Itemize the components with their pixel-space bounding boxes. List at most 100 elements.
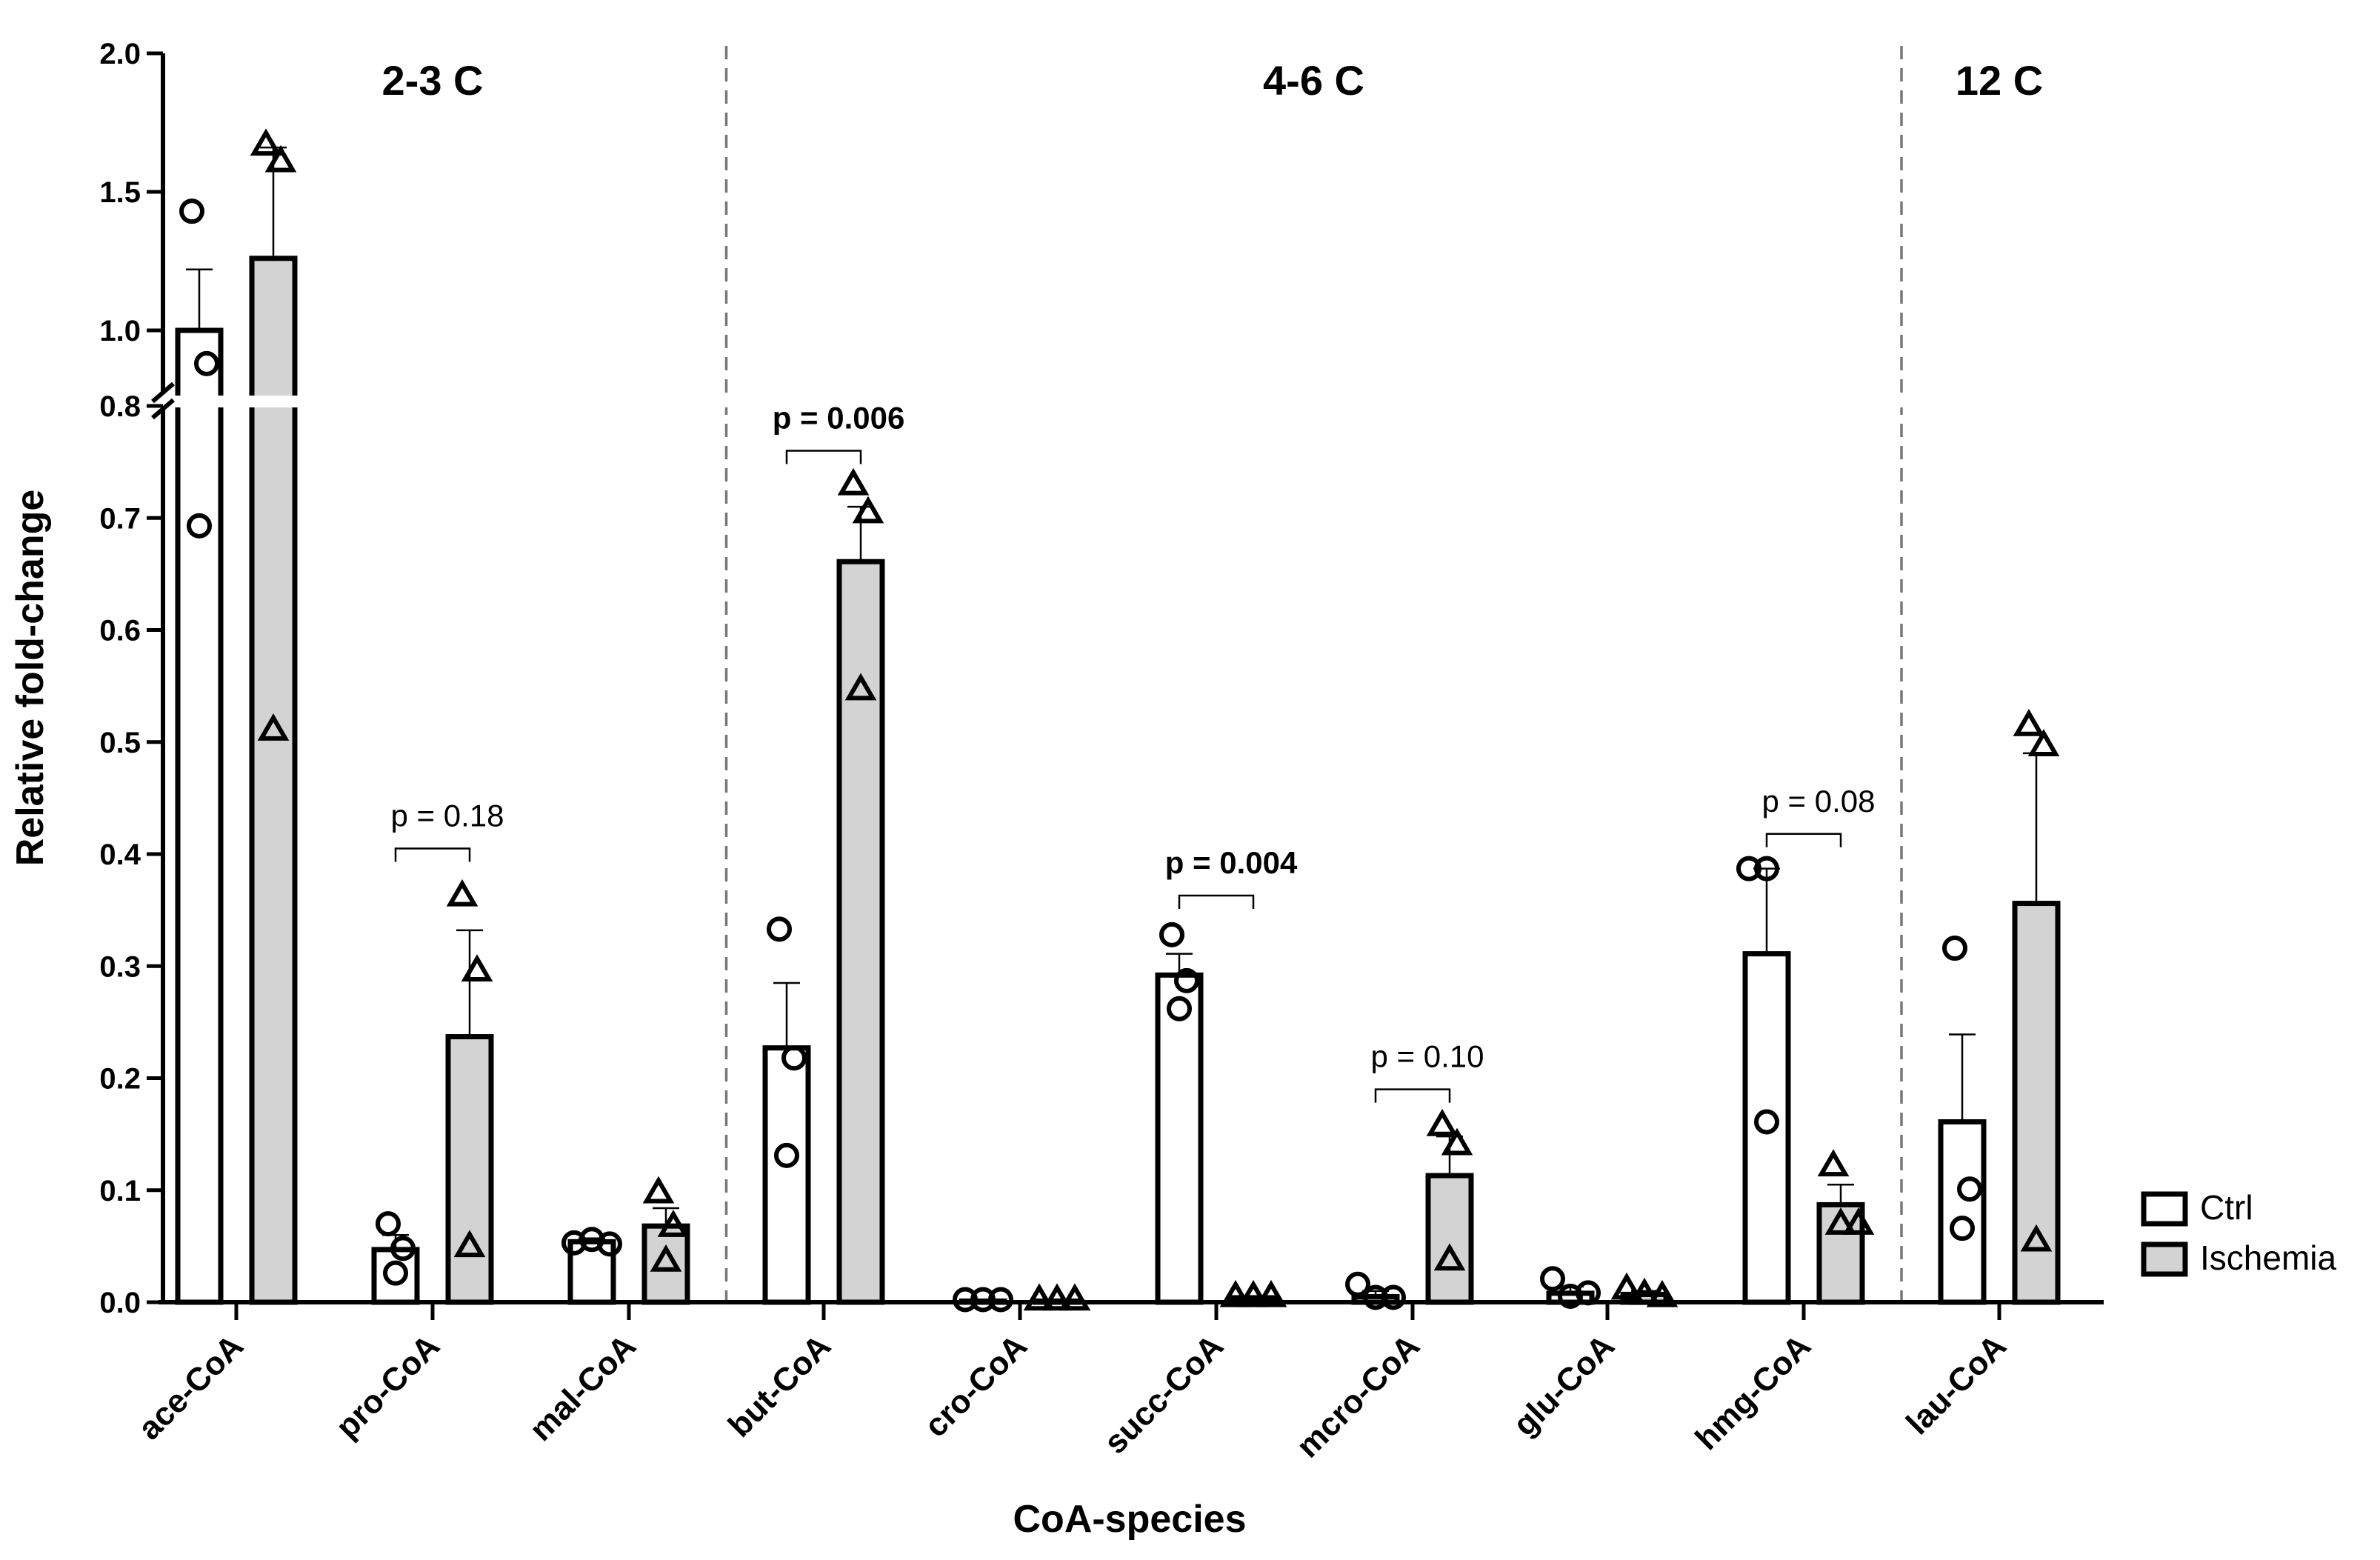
significance-label: p = 0.18 [391,798,504,833]
significance-bracket [394,847,471,862]
significance-label: p = 0.006 [773,401,905,436]
significance-label: p = 0.08 [1762,784,1876,819]
data-point-circle [383,1260,408,1286]
x-tick-label: ace-CoA [131,1327,250,1447]
significance-label: p = 0.004 [1165,845,1298,880]
x-axis-title: CoA-species [1013,1498,1247,1541]
x-tick-label: succ-CoA [1097,1327,1230,1461]
data-point-triangle [446,879,479,907]
data-point-circle [179,199,204,224]
axis-break-mark [151,398,175,420]
x-tick-label: mal-CoA [523,1327,644,1448]
data-point-circle [597,1231,622,1257]
significance-bracket [1765,833,1842,847]
data-point-triangle [1842,1207,1875,1235]
data-point-circle [781,1045,807,1071]
bar [1425,1173,1474,1305]
bar [2012,901,2061,1305]
x-tick-label: pro-CoA [329,1327,447,1445]
data-point-triangle [1433,1243,1466,1271]
data-point-circle [1736,856,1761,881]
data-point-triangle [1059,1283,1091,1311]
data-point-triangle [453,1230,486,1258]
bar [1742,951,1791,1305]
significance-annotations: p = 0.18 p = 0.006 p = 0.004 p = 0.10 p = 0.… [391,401,1876,1103]
data-point-triangle [1219,1279,1252,1307]
data-point-circle [953,1287,978,1313]
data-point-circle [1167,996,1192,1021]
data-point-circle [988,1287,1013,1313]
legend-swatch [2141,1241,2188,1277]
data-point-triangle [650,1244,682,1272]
data-point-triangle [2027,729,2060,756]
data-point-triangle [264,144,297,173]
data-point-triangle [2013,708,2045,736]
data-point-circle [561,1230,587,1256]
significance-bracket [1374,1088,1451,1103]
y-tick-label: 0.1 [99,1175,141,1207]
data-point-triangle [1255,1279,1287,1307]
data-point-circle [1942,936,1967,961]
significance-label: p = 0.10 [1371,1039,1484,1074]
data-point-triangle [2020,1224,2053,1252]
data-point-circle [1540,1266,1565,1292]
data-point-circle [1950,1216,1975,1241]
data-point-circle [376,1211,401,1237]
legend-label: Ctrl [2200,1188,2253,1227]
bar [249,256,298,1305]
legend-label: Ischemia [2200,1239,2336,1277]
chart-text: Relative fold-change CoA-species 2-3 C 4-… [9,57,2043,1541]
y-axis-title: Relative fold-change [9,490,52,867]
data-point-circle [774,1142,799,1168]
bars [175,256,2061,1305]
group-label: 4-6 C [1263,57,1364,104]
data-point-circle [1345,1271,1370,1297]
y-tick-label: 0.2 [99,1063,141,1096]
group-label: 12 C [1956,57,2043,104]
data-point-circle [187,513,212,539]
bar [836,559,885,1305]
x-tick-label: hmg-CoA [1688,1327,1818,1457]
data-point-circle [390,1236,416,1261]
legend-swatch [2141,1191,2188,1227]
bar [175,327,224,1305]
data-point-triangle [461,954,493,981]
x-tick-label: cro-CoA [918,1327,1034,1444]
data-point-circle [1957,1176,1982,1202]
data-point-triangle [844,673,877,701]
data-point-circle [194,350,219,376]
y-tick-label: 2.0 [99,38,141,70]
data-point-triangle [257,713,290,741]
data-point-triangle [837,467,870,496]
y-tick-label: 0.3 [99,950,141,983]
data-point-triangle [852,496,884,524]
y-tick-label: 1.5 [99,176,141,209]
legend: Ctrl Ischemia [2141,1188,2336,1277]
data-point-triangle [1426,1108,1459,1136]
data-point-triangle [1023,1283,1056,1311]
y-tick-label: 0.5 [99,727,141,759]
x-tick-label: but-CoA [721,1327,838,1444]
bar [1938,1119,1987,1305]
y-tick-label: 0.6 [99,615,141,647]
data-point-circle [1754,1109,1779,1135]
bar [762,1045,811,1305]
group-label: 2-3 C [382,57,484,104]
x-tick-label: lau-CoA [1899,1327,2013,1441]
data-point-triangle [642,1176,675,1204]
data-point-triangle [657,1210,690,1237]
data-point-circle [1174,967,1199,993]
data-point-circle [1754,856,1779,881]
data-point-triangle [1817,1149,1850,1177]
axis-break-mark [151,381,175,404]
data-point-triangle [1824,1207,1857,1235]
bar [1155,972,1204,1305]
bar [641,1223,690,1305]
data-point-circle [1381,1284,1406,1310]
axis-break-gap [169,396,2110,407]
y-tick-label: 0.8 [99,390,141,423]
data-point-triangle [1441,1127,1473,1156]
x-tick-label: mcro-CoA [1290,1327,1427,1464]
significance-bracket [1178,894,1255,909]
